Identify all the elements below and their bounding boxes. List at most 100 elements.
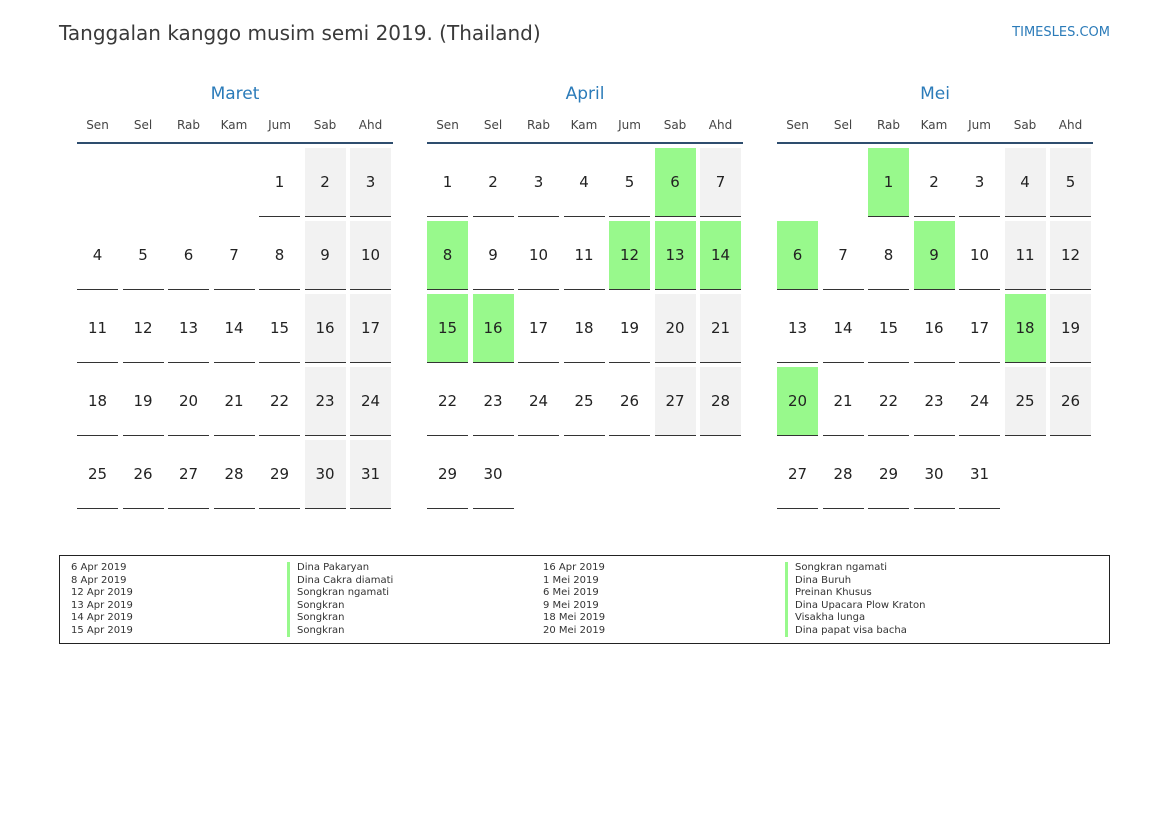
weekday-label: Jum (268, 118, 291, 132)
legend-holiday-name: Songkran (287, 599, 393, 612)
legend-dates-column: 6 Apr 2019 8 Apr 2019 12 Apr 2019 13 Apr 20… (71, 562, 133, 637)
day-cell: 25 (77, 440, 118, 509)
legend-holiday-name: Dina Cakra diamati (287, 574, 393, 587)
weekday-label: Sel (483, 118, 503, 132)
weekday-label: Ahd (358, 118, 383, 132)
legend-holiday-name: Preinan Khusus (785, 587, 925, 600)
site-link[interactable]: TIMESLES.COM (1012, 25, 1110, 40)
month-maret: Maret Sen Sel Rab Kam Jum Sab Ahd 1 2 3 4 5 6 7 8 9 10 11 1… (77, 84, 393, 509)
weekday-label: Kam (220, 118, 248, 132)
month-title: Maret (210, 84, 260, 104)
day-cell: 5 (609, 148, 650, 217)
month-title: Mei (920, 84, 950, 104)
legend-holiday-name: Visakha lunga (785, 612, 925, 625)
day-cell: 19 (122, 367, 164, 436)
day-cell: 4 (77, 221, 118, 290)
day-cell: 10 (959, 221, 1000, 290)
weekday-label: Rab (176, 118, 201, 132)
day-cell: 7 (213, 221, 255, 290)
day-cell: 22 (259, 367, 300, 436)
day-cell: 28 (822, 440, 864, 509)
day-cell: 30 (472, 440, 514, 509)
day-cell: 17 (350, 294, 391, 363)
legend-holiday-name: Songkran (287, 612, 393, 625)
weekday-header: Sen Sel Rab Kam Jum Sab Ahd (427, 118, 743, 138)
day-cell: 31 (959, 440, 1000, 509)
weekday-label: Sab (1013, 118, 1037, 132)
weekday-label: Sab (313, 118, 337, 132)
day-cell: 24 (350, 367, 391, 436)
day-cell: 13 (777, 294, 818, 363)
header-divider (77, 142, 393, 144)
weekday-header: Sen Sel Rab Kam Jum Sab Ahd (77, 118, 393, 138)
weekday-label: Sel (133, 118, 153, 132)
legend-holiday-name: Dina papat visa bacha (785, 624, 925, 637)
day-cell: 6 (168, 221, 209, 290)
legend-date: 13 Apr 2019 (71, 599, 133, 611)
day-cell: 12 (1050, 221, 1091, 290)
day-cell: 9 (472, 221, 514, 290)
day-cell: 22 (427, 367, 468, 436)
day-cell: 23 (472, 367, 514, 436)
day-cell: 17 (518, 294, 559, 363)
day-grid: 1 2 3 4 5 6 7 8 9 10 11 12 13 14 15 16 17 18 19 20 21 22 23 24 2… (77, 148, 393, 509)
day-cell: 11 (563, 221, 605, 290)
weekday-label: Rab (876, 118, 901, 132)
weekday-label: Jum (618, 118, 641, 132)
holiday-day-cell: 16 (472, 294, 514, 363)
day-cell: 25 (1004, 367, 1046, 436)
day-cell: 26 (1050, 367, 1091, 436)
day-cell: 3 (518, 148, 559, 217)
day-cell: 5 (1050, 148, 1091, 217)
day-cell: 15 (868, 294, 909, 363)
day-cell: 2 (472, 148, 514, 217)
holiday-day-cell: 13 (654, 221, 696, 290)
legend-date: 6 Mei 2019 (543, 587, 599, 598)
day-cell: 30 (304, 440, 346, 509)
empty-cell (823, 148, 864, 217)
day-cell: 26 (122, 440, 164, 509)
legend-holiday-name: Dina Pakaryan (287, 562, 393, 575)
day-cell: 19 (609, 294, 650, 363)
legend-names-column: Songkran ngamati Dina Buruh Preinan Khusus… (785, 562, 925, 637)
day-cell: 20 (654, 294, 696, 363)
day-cell: 13 (168, 294, 209, 363)
holiday-day-cell: 20 (777, 367, 818, 436)
holiday-day-cell: 15 (427, 294, 468, 363)
day-cell: 8 (868, 221, 909, 290)
day-cell: 28 (700, 367, 741, 436)
weekday-label: Sel (833, 118, 853, 132)
weekday-label: Sab (663, 118, 687, 132)
holiday-day-cell: 1 (868, 148, 909, 217)
day-cell: 7 (700, 148, 741, 217)
day-cell: 19 (1050, 294, 1091, 363)
month-title: April (565, 84, 605, 104)
day-cell: 10 (518, 221, 559, 290)
weekday-header: Sen Sel Rab Kam Jum Sab Ahd (777, 118, 1093, 138)
day-cell: 27 (777, 440, 818, 509)
weekday-label: Rab (526, 118, 551, 132)
legend-date: 8 Apr 2019 (71, 574, 127, 586)
day-cell: 18 (563, 294, 605, 363)
day-cell: 2 (304, 148, 346, 217)
day-cell: 29 (427, 440, 468, 509)
legend-holiday-name: Songkran ngamati (287, 587, 393, 600)
day-cell: 10 (350, 221, 391, 290)
weekday-label: Kam (920, 118, 948, 132)
holiday-day-cell: 14 (700, 221, 741, 290)
weekday-label: Sen (786, 118, 809, 132)
empty-cell (77, 148, 118, 217)
day-cell: 31 (350, 440, 391, 509)
day-cell: 26 (609, 367, 650, 436)
day-cell: 25 (563, 367, 605, 436)
holiday-day-cell: 8 (427, 221, 468, 290)
legend-date: 12 Apr 2019 (71, 587, 133, 598)
day-cell: 24 (518, 367, 559, 436)
header-divider (427, 142, 743, 144)
legend-date: 9 Mei 2019 (543, 599, 599, 611)
legend-holiday-name: Songkran (287, 624, 393, 637)
day-cell: 27 (654, 367, 696, 436)
day-cell: 29 (259, 440, 300, 509)
day-cell: 22 (868, 367, 909, 436)
day-cell: 3 (959, 148, 1000, 217)
